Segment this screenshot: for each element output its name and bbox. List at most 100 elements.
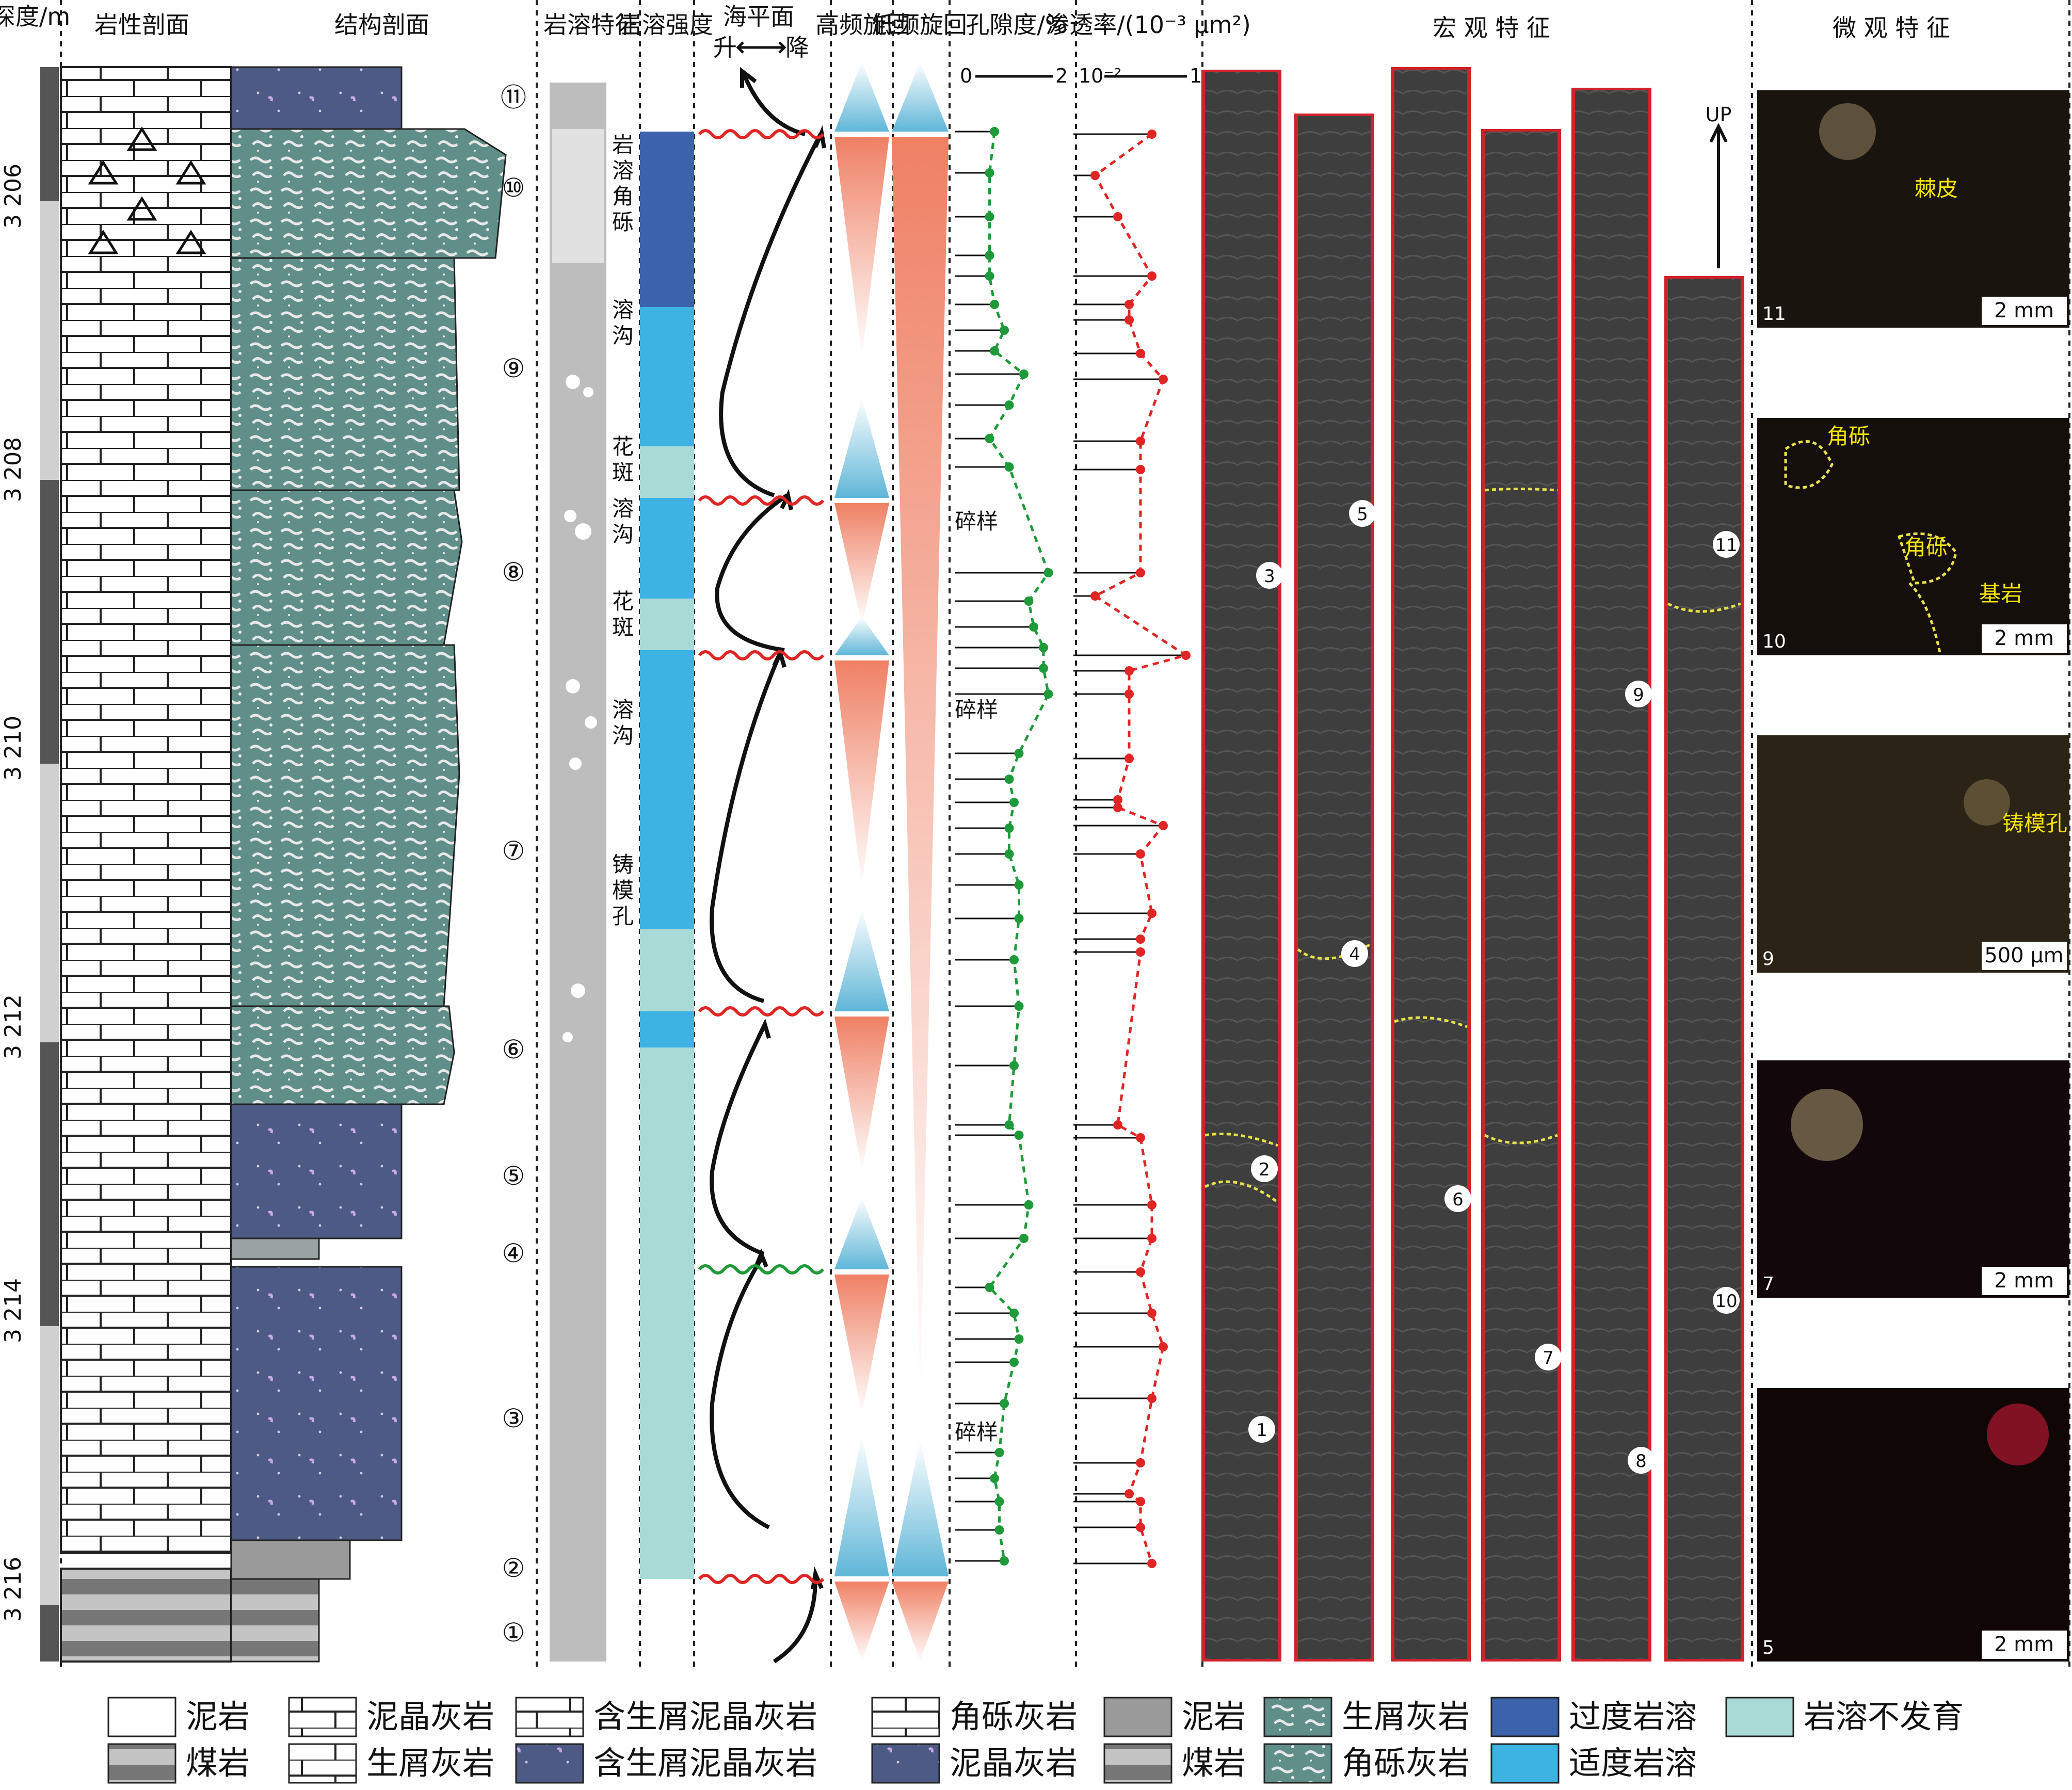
permeability-header: 渗透率/(10⁻³ μm²) (1046, 11, 1251, 39)
data-point (1014, 880, 1024, 890)
core-marker: 8 (1635, 1451, 1647, 1472)
data-point (1014, 1002, 1024, 1011)
data-point (1039, 643, 1048, 652)
data-point (1136, 947, 1145, 957)
rubble-label-2: 碎样 (955, 697, 998, 722)
data-point (1009, 798, 1019, 807)
lithology-column (60, 66, 232, 1663)
karst-feature-column (550, 83, 606, 1662)
sea-level-curve (698, 67, 826, 1664)
micro-annotation: 棘皮 (1915, 176, 1958, 201)
sample-marker: ⑩ (502, 173, 525, 203)
data-point (1136, 568, 1145, 577)
data-point (1113, 795, 1122, 804)
sample-marker: ⑥ (502, 1035, 525, 1065)
data-point (990, 300, 999, 309)
data-point (1136, 1133, 1145, 1142)
karst-label: 铸模孔 (612, 852, 634, 929)
legend-item: 过度岩溶 (1490, 1697, 1697, 1737)
micro-scale-label: 2 mm (1994, 626, 2054, 650)
karst-feature-voids (552, 129, 604, 1042)
micro-annotation: 基岩 (1979, 581, 2022, 606)
data-point (1125, 1489, 1134, 1498)
scale-box (1982, 297, 2067, 325)
data-point (994, 1448, 1004, 1457)
karst-label: 溶沟 (612, 496, 634, 547)
sample-marker: ① (502, 1618, 525, 1648)
micro-panel-number: 7 (1762, 1273, 1774, 1295)
data-point (1159, 1342, 1168, 1351)
low-frequency-header: 低频旋回 (872, 11, 967, 39)
karst-label-char: 孔 (612, 904, 634, 929)
data-point (1125, 754, 1134, 763)
data-point (994, 1525, 1004, 1535)
scale-box (1982, 1267, 2067, 1295)
data-point (1000, 326, 1009, 335)
scale-box (1982, 942, 2067, 970)
depth-tick-label: 3 206 (0, 164, 26, 229)
data-point (1113, 212, 1122, 221)
core-marker-circle (1251, 1155, 1278, 1182)
karst-label: 花斑 (612, 589, 634, 640)
karst-feature-header: 岩溶特征 (543, 11, 638, 39)
data-point (1009, 1061, 1019, 1070)
data-point (1147, 1394, 1157, 1403)
data-point (1136, 849, 1145, 859)
core-marker: 4 (1349, 944, 1360, 965)
data-point (1125, 315, 1134, 325)
lithology-header: 岩性剖面 (94, 11, 189, 39)
depth-tick-label: 3 216 (0, 1557, 26, 1622)
sample-marker: ④ (502, 1238, 525, 1268)
legend-label: 泥岩 (1182, 1698, 1246, 1735)
data-point (1014, 1131, 1024, 1140)
data-point (1147, 909, 1157, 918)
legend-label: 含生屑泥晶灰岩 (593, 1698, 817, 1735)
data-point (985, 271, 994, 281)
data-point (1136, 465, 1145, 474)
legend-swatch (1490, 1743, 1560, 1784)
depth-header: 深度/m (0, 3, 70, 30)
data-point (1113, 1120, 1122, 1130)
data-point (1004, 824, 1014, 833)
macro-header: 宏 观 特 征 (1433, 14, 1550, 42)
data-point (1024, 1200, 1034, 1210)
sea-level-fall-label: 降 (785, 34, 809, 61)
sample-marker: ③ (502, 1404, 525, 1433)
core-marker: 1 (1256, 1420, 1267, 1441)
legend-swatch (871, 1697, 940, 1737)
micro-panel-number: 11 (1762, 303, 1786, 325)
karst-label-char: 砾 (612, 209, 634, 235)
legend-label: 角砾灰岩 (950, 1698, 1078, 1735)
core-marker-circle (1444, 1185, 1471, 1212)
permeability-max-label: 1 (1190, 64, 1202, 87)
legend-swatch (871, 1743, 940, 1784)
data-point (1159, 375, 1168, 384)
legend-label: 含生屑泥晶灰岩 (593, 1744, 817, 1782)
data-point (1024, 596, 1034, 606)
karst-label-char: 模 (612, 878, 634, 903)
micro-annotation: 铸模孔 (2002, 811, 2067, 836)
rubble-label-3: 碎样 (955, 1420, 998, 1445)
legend-swatch (107, 1743, 176, 1784)
data-point (1000, 1399, 1009, 1408)
legend-swatch (1103, 1743, 1172, 1784)
micro-scale-label: 2 mm (1994, 1633, 2054, 1656)
micro-panels (1757, 90, 2069, 1662)
permeability-plot (1073, 130, 1191, 1568)
legend-swatch (515, 1697, 584, 1737)
micro-annotation: 角砾 (1904, 535, 1948, 560)
core-marker-circle (1248, 1416, 1275, 1443)
sample-marker: ⑨ (502, 353, 525, 383)
data-point (1136, 1458, 1145, 1468)
data-point (1147, 1234, 1157, 1243)
data-point (1125, 666, 1134, 675)
data-point (1000, 1556, 1009, 1566)
rubble-label-1: 碎样 (955, 509, 998, 534)
karst-intensity-column (640, 132, 694, 1579)
data-point (990, 1474, 999, 1483)
karst-label-char: 溶 (612, 297, 634, 322)
micro-header: 微 观 特 征 (1833, 14, 1950, 42)
legend-label: 泥晶灰岩 (950, 1744, 1078, 1782)
